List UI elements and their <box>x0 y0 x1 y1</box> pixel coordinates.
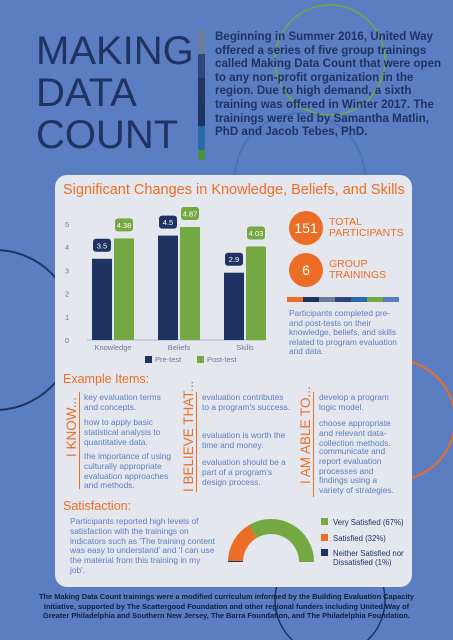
data-label: 4.03 <box>249 229 264 238</box>
intro-text: Beginning in Summer 2016, United Way off… <box>215 30 442 139</box>
data-label-bubble <box>115 218 133 232</box>
data-label: 4.87 <box>183 210 198 219</box>
y-tick-label: 4 <box>65 243 69 252</box>
legend-swatch <box>321 534 328 541</box>
stripe <box>198 126 205 150</box>
satisfaction-half-donut <box>228 519 314 562</box>
donut-slice <box>228 560 244 562</box>
stripe <box>198 54 205 78</box>
data-label-bubble <box>181 207 199 221</box>
legend-swatch <box>197 356 204 363</box>
title-line: MAKING <box>36 29 194 73</box>
bar <box>158 235 178 340</box>
strip-segment <box>303 297 319 302</box>
able-item: choose appropriate and relevant data-col… <box>319 418 391 448</box>
participants-label: TOTAL PARTICIPANTS <box>329 217 404 239</box>
legend-label: Very Satisfied (67%) <box>333 518 404 527</box>
data-label: 4.5 <box>163 218 173 227</box>
strip-segment <box>383 297 399 302</box>
strip-segment <box>367 297 383 302</box>
bar <box>246 246 266 340</box>
participants-label-line: TOTAL <box>329 216 362 228</box>
trainings-label: GROUP TRAININGS <box>329 259 386 281</box>
strip-segment <box>351 297 367 302</box>
strip-segment <box>335 297 351 302</box>
legend-neither: Neither Satisfied nor Dissatisfied (1%) <box>321 549 404 567</box>
legend-satisfied: Satisfied (32%) <box>321 534 386 543</box>
able-divider <box>313 392 314 497</box>
bar <box>114 238 134 340</box>
able-item: develop a program logic model. <box>319 392 389 412</box>
satisfaction-text: Participants reported high levels of sat… <box>70 516 215 575</box>
legend-label: Post-test <box>207 355 238 364</box>
believe-item: evaluation should be a part of a program… <box>202 457 286 487</box>
trainings-count-badge: 6 <box>289 253 323 287</box>
data-label-bubble <box>247 226 265 240</box>
y-tick-label: 3 <box>65 266 69 275</box>
data-label: 3.5 <box>97 241 107 250</box>
participants-label-line: PARTICIPANTS <box>329 227 404 239</box>
legend-swatch <box>145 356 152 363</box>
stripe <box>198 102 205 126</box>
know-item: key evaluation terms and concepts. <box>84 392 161 412</box>
legend-swatch <box>321 549 328 556</box>
bar <box>180 227 200 340</box>
stripe <box>198 150 205 160</box>
footer-credits: The Making Data Count trainings were a m… <box>39 592 414 620</box>
y-tick-label: 0 <box>65 336 69 345</box>
legend-very-satisfied: Very Satisfied (67%) <box>321 518 404 527</box>
data-label-bubble <box>159 215 177 229</box>
satisfaction-heading: Satisfaction: <box>63 499 132 513</box>
card-title: Significant Changes in Knowledge, Belief… <box>63 182 405 198</box>
bar <box>224 272 244 340</box>
strip-segment <box>287 297 303 302</box>
believe-divider <box>196 392 197 492</box>
trainings-label-line: TRAININGS <box>329 269 387 281</box>
y-tick-label: 1 <box>65 313 69 322</box>
stat-note: Participants completed pre- and post-tes… <box>289 308 397 357</box>
stripe <box>198 30 205 54</box>
participants-count-badge: 151 <box>289 211 323 245</box>
believe-item: evaluation contributes to a program's su… <box>202 392 291 412</box>
know-divider <box>79 392 80 489</box>
legend-label: Dissatisfied (1%) <box>333 558 392 567</box>
data-label-bubble <box>225 252 243 266</box>
bar-chart: 0 1 2 3 4 5 3.5 4.38 Knowledge 4.5 4.87 Beliefs 2.9 4… <box>65 207 266 364</box>
title-line: DATA <box>36 71 137 115</box>
x-tick-label: Beliefs <box>168 343 191 352</box>
x-tick-label: Skills <box>236 343 254 352</box>
data-label: 2.9 <box>229 255 239 264</box>
x-tick-label: Knowledge <box>94 343 131 352</box>
legend-label: Satisfied (32%) <box>333 534 386 543</box>
able-heading: I AM ABLE TO... <box>298 386 313 484</box>
y-tick-label: 2 <box>65 290 69 299</box>
legend-label: Neither Satisfied nor <box>333 549 404 558</box>
legend-label: Pre-test <box>155 355 182 364</box>
know-heading: I KNOW... <box>64 396 79 457</box>
know-item: the importance of using culturally appro… <box>84 451 172 491</box>
believe-heading: I BELIEVE THAT... <box>181 380 196 492</box>
stripe <box>198 78 205 102</box>
trainings-label-line: GROUP <box>329 258 368 270</box>
donut-slice <box>249 519 314 562</box>
strip-segment <box>319 297 335 302</box>
legend-swatch <box>321 518 328 525</box>
data-label: 4.38 <box>117 221 132 230</box>
believe-item: evaluation is worth the time and money. <box>202 430 286 450</box>
know-item: how to apply basic statistical analysis … <box>84 417 161 447</box>
able-item: communicate and report evaluation proces… <box>319 446 394 496</box>
page-title: MAKING DATA COUNT <box>36 30 194 156</box>
y-tick-label: 5 <box>65 220 69 229</box>
title-line: COUNT <box>36 113 179 157</box>
data-label-bubble <box>93 238 111 252</box>
donut-slice <box>228 524 257 562</box>
bar <box>92 258 112 340</box>
examples-heading: Example Items: <box>63 372 150 386</box>
color-strip <box>287 297 399 302</box>
